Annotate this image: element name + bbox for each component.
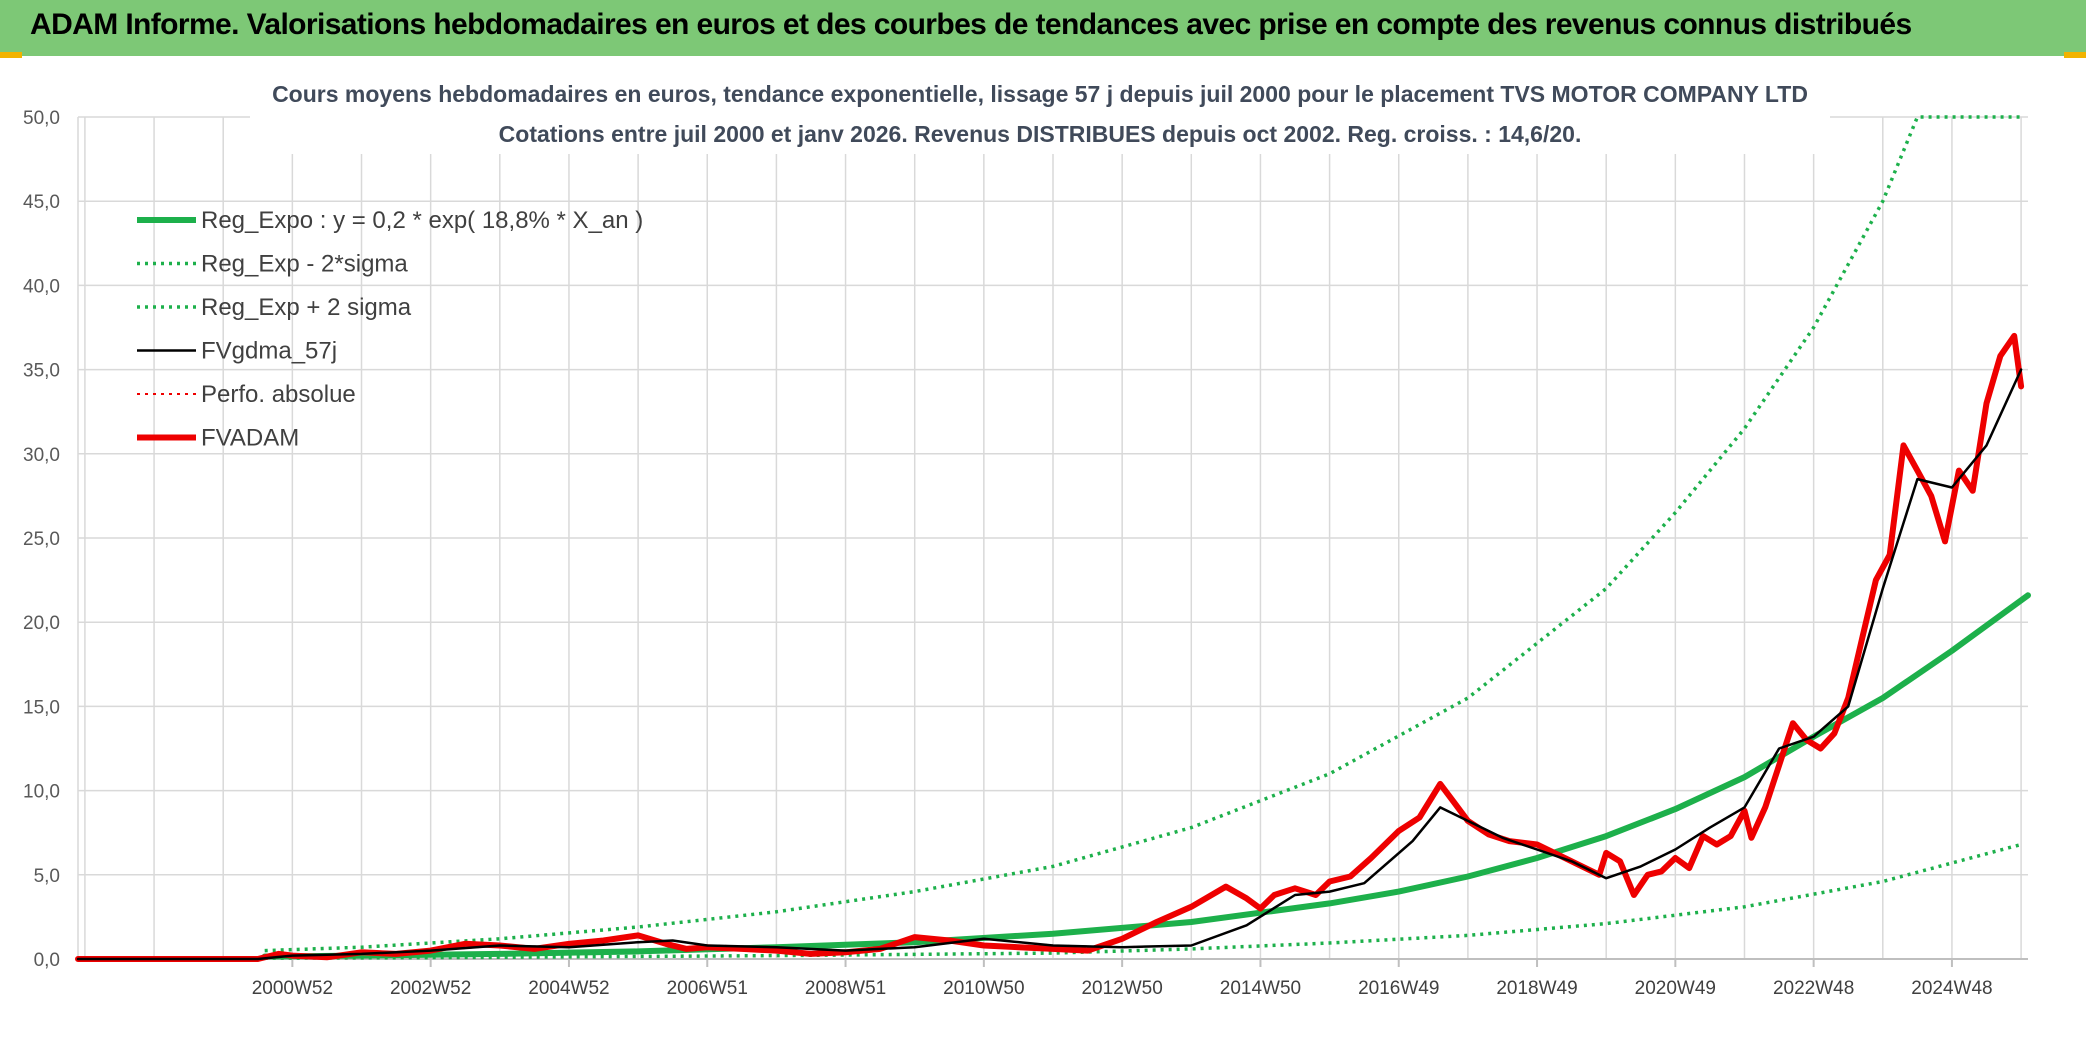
y-tick-label: 25,0: [23, 529, 60, 550]
page-title: ADAM Informe. Valorisations hebdomadaire…: [30, 8, 1912, 41]
x-tick-label: 2012W50: [1081, 978, 1162, 999]
x-tick-label: 2022W48: [1773, 978, 1854, 999]
chart-svg: 0,0 5,0 10,0 15,0 20,0 25,0 30,0 35,0 40,0 45,0 50…: [23, 56, 2031, 999]
y-tick-label: 30,0: [23, 445, 60, 466]
x-tick-label: 2010W50: [943, 978, 1024, 999]
legend-label: Reg_Expo : y = 0,2 * exp( 18,8% * X_an ): [201, 207, 643, 234]
y-tick-label: 40,0: [23, 276, 60, 297]
x-tick-label: 2002W52: [390, 978, 471, 999]
header-banner: ADAM Informe. Valorisations hebdomadaire…: [0, 0, 2086, 56]
x-tick-label: 2020W49: [1635, 978, 1716, 999]
y-tick-label: 10,0: [23, 782, 60, 803]
y-tick-label: 35,0: [23, 361, 60, 382]
corner-mark-left: [0, 52, 22, 58]
series-line-5: [75, 332, 2025, 962]
legend-label: FVADAM: [201, 425, 299, 452]
y-tick-label: 0,0: [34, 950, 60, 971]
y-tick-label: 20,0: [23, 613, 60, 634]
x-axis: 2000W52 2002W52 2004W52 2006W51 2008W51 2010W…: [252, 959, 1993, 999]
x-tick-label: 2016W49: [1358, 978, 1439, 999]
x-tick-label: 2024W48: [1911, 978, 1992, 999]
chart-container: 0,0 5,0 10,0 15,0 20,0 25,0 30,0 35,0 40,0 45,0 50…: [0, 56, 2086, 1038]
y-tick-label: 5,0: [34, 866, 60, 887]
legend-label: Perfo. absolue: [201, 381, 356, 408]
chart-title: Cours moyens hebdomadaires en euros, ten…: [272, 81, 1808, 107]
x-tick-label: 2000W52: [252, 978, 333, 999]
x-tick-label: 2008W51: [805, 978, 886, 999]
chart-legend: Reg_Expo : y = 0,2 * exp( 18,8% * X_an )…: [137, 207, 643, 452]
title-background: [250, 56, 1830, 154]
chart-subtitle: Cotations entre juil 2000 et janv 2026. …: [499, 121, 1582, 147]
series-line-2: [264, 115, 2022, 953]
corner-mark-right: [2064, 52, 2086, 58]
legend-label: Reg_Exp + 2 sigma: [201, 294, 412, 321]
legend-label: Reg_Exp - 2*sigma: [201, 251, 408, 278]
series-line-4: [78, 369, 2023, 960]
y-tick-label: 45,0: [23, 192, 60, 213]
x-tick-label: 2006W51: [667, 978, 748, 999]
chart-series: [75, 115, 2031, 962]
series-line-1: [264, 842, 2022, 960]
series-line-3: [76, 368, 2023, 961]
y-axis: 0,0 5,0 10,0 15,0 20,0 25,0 30,0 35,0 40,0 45,0 50…: [23, 108, 60, 971]
x-tick-label: 2014W50: [1220, 978, 1301, 999]
x-tick-label: 2018W49: [1496, 978, 1577, 999]
y-tick-label: 50,0: [23, 108, 60, 129]
y-tick-label: 15,0: [23, 697, 60, 718]
legend-label: FVgdma_57j: [201, 338, 337, 365]
x-tick-label: 2004W52: [528, 978, 609, 999]
